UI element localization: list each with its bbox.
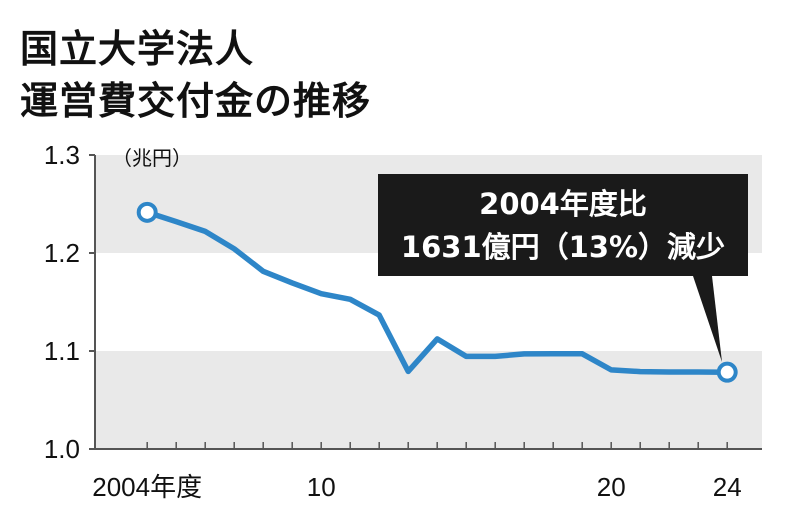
annotation-pointer [693, 276, 722, 362]
x-tick-label: 24 [713, 472, 742, 502]
x-tick-label: 2004年度 [92, 472, 202, 502]
y-tick-label: 1.0 [44, 434, 80, 464]
annotation-callout: 2004年度比 1631億円（13%）減少 [378, 174, 748, 362]
grid-band-1 [95, 351, 762, 449]
x-tick-label: 20 [597, 472, 626, 502]
series-line [144, 209, 730, 375]
annotation-line1: 2004年度比 [479, 187, 647, 221]
y-tick-label: 1.1 [44, 336, 80, 366]
annotation-line2: 1631億円（13%）減少 [401, 230, 725, 264]
chart-title-line2: 運営費交付金の推移 [20, 79, 372, 123]
y-tick-label: 1.2 [44, 238, 80, 268]
annotation-box [378, 174, 748, 276]
chart-title-line1: 国立大学法人 [20, 27, 255, 71]
x-tick-label: 10 [307, 472, 336, 502]
y-unit-label: （兆円） [112, 146, 192, 170]
endpoint-marker [716, 361, 738, 383]
endpoint-marker [136, 201, 158, 223]
y-tick-label: 1.3 [44, 140, 80, 170]
